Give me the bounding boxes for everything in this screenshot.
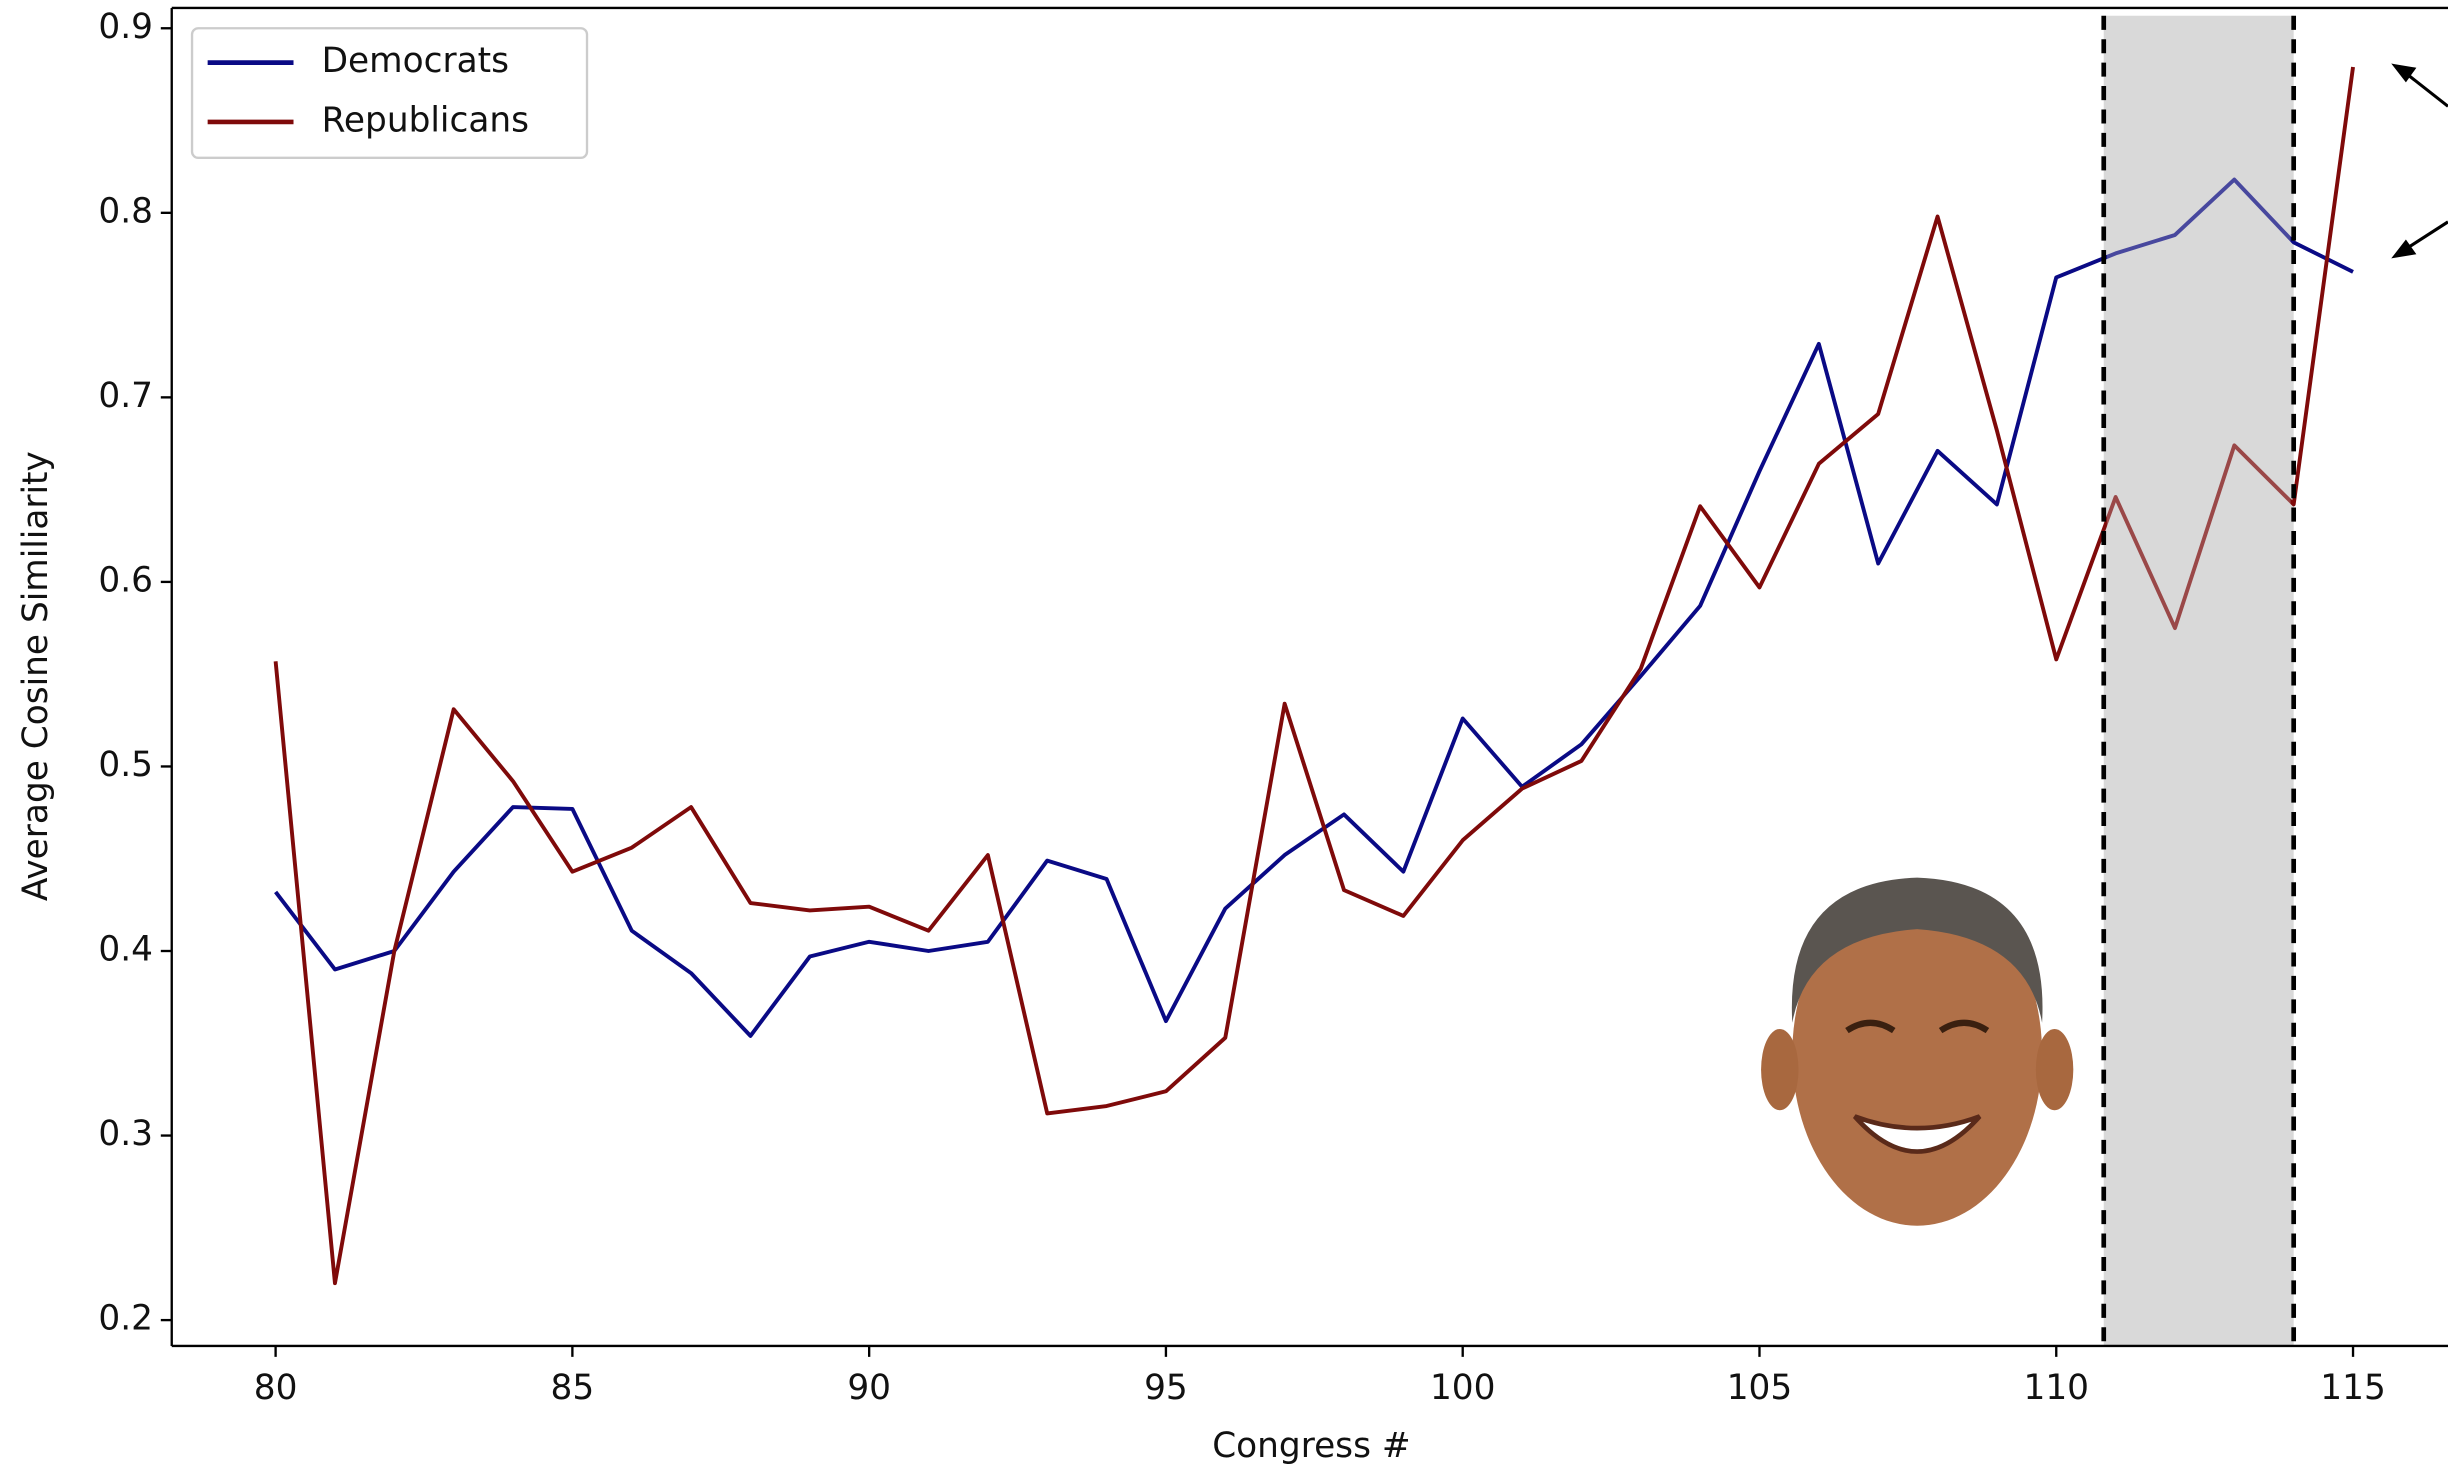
y-axis-label: Average Cosine Similiarity bbox=[16, 451, 56, 901]
x-axis-label: Congress # bbox=[1212, 1426, 1410, 1466]
x-tick-label: 80 bbox=[254, 1368, 298, 1408]
hair bbox=[1791, 877, 2043, 1023]
x-tick-label: 105 bbox=[1727, 1368, 1793, 1408]
legend-label: Republicans bbox=[322, 100, 529, 140]
legend-label: Democrats bbox=[322, 41, 509, 81]
arrow-head bbox=[2391, 63, 2417, 83]
legend: Democrats Republicans bbox=[207, 41, 529, 140]
x-tick-label: 85 bbox=[551, 1368, 595, 1408]
shade-layer bbox=[2103, 15, 2294, 1346]
region-overlay bbox=[2106, 15, 2291, 1346]
arrow-head bbox=[2391, 239, 2417, 259]
y-tick-label: 0.6 bbox=[98, 560, 153, 600]
ear bbox=[2035, 1029, 2074, 1111]
y-tick-label: 0.5 bbox=[98, 745, 153, 785]
arrows bbox=[2391, 63, 2448, 259]
x-tick-label: 95 bbox=[1144, 1368, 1188, 1408]
ear bbox=[1761, 1029, 1799, 1111]
series-line bbox=[273, 66, 2355, 1286]
x-tick-label: 115 bbox=[2320, 1368, 2386, 1408]
x-tick-label: 90 bbox=[847, 1368, 891, 1408]
plot-layer bbox=[273, 15, 2355, 1346]
y-tick-label: 0.9 bbox=[98, 7, 153, 47]
x-tick-label: 110 bbox=[2023, 1368, 2089, 1408]
portrait bbox=[1761, 877, 2074, 1226]
face-skin bbox=[1792, 882, 2043, 1226]
y-tick-label: 0.3 bbox=[98, 1114, 153, 1154]
x-tick-label: 100 bbox=[1430, 1368, 1496, 1408]
smile bbox=[1852, 1114, 1982, 1154]
arrow bbox=[2403, 70, 2448, 108]
y-tick-label: 0.7 bbox=[98, 376, 153, 416]
eye bbox=[1845, 1019, 1896, 1034]
y-tick-label: 0.2 bbox=[98, 1299, 153, 1339]
y-tick-label: 0.8 bbox=[98, 191, 153, 231]
arrow bbox=[2403, 220, 2448, 252]
eye bbox=[1938, 1019, 1990, 1034]
y-tick-label: 0.4 bbox=[98, 930, 153, 970]
shaded-region bbox=[2103, 15, 2294, 1346]
